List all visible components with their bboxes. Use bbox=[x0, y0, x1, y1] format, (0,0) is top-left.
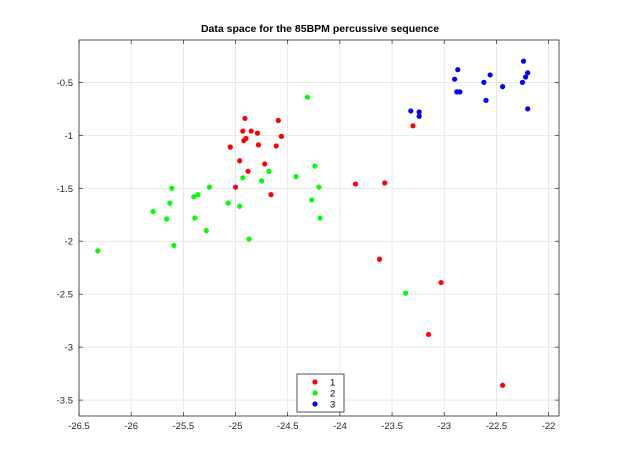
data-point-series-1 bbox=[500, 382, 506, 388]
data-point-series-2 bbox=[317, 215, 323, 221]
x-tick-label: -25.5 bbox=[173, 421, 195, 432]
data-point-series-1 bbox=[241, 138, 247, 144]
data-point-series-1 bbox=[425, 331, 432, 338]
data-point-series-2 bbox=[150, 208, 156, 215]
data-point-series-2 bbox=[169, 185, 175, 191]
data-point-series-3 bbox=[457, 89, 463, 95]
data-point-series-2 bbox=[191, 194, 197, 200]
data-point-series-1 bbox=[237, 158, 243, 164]
data-point-series-2 bbox=[192, 215, 198, 221]
data-point-series-1 bbox=[382, 180, 388, 186]
data-point-series-1 bbox=[248, 128, 254, 134]
data-point-series-1 bbox=[254, 130, 261, 136]
data-point-series-2 bbox=[164, 216, 170, 222]
y-tick-label: -2.5 bbox=[57, 290, 73, 301]
data-point-series-1 bbox=[227, 144, 233, 150]
series-3 bbox=[408, 58, 531, 119]
data-point-series-3 bbox=[452, 76, 458, 82]
data-point-series-2 bbox=[403, 290, 409, 296]
x-tick-label: -25 bbox=[229, 421, 243, 432]
data-point-series-2 bbox=[316, 184, 322, 190]
legend-marker-2 bbox=[312, 390, 318, 396]
y-tick-label: -2 bbox=[65, 237, 73, 248]
x-tick-label: -23.5 bbox=[381, 421, 403, 432]
data-points bbox=[95, 58, 531, 388]
data-point-series-2 bbox=[304, 94, 311, 100]
data-point-series-1 bbox=[262, 161, 268, 167]
y-tick-label: -3 bbox=[65, 343, 73, 354]
data-point-series-2 bbox=[225, 200, 231, 206]
data-point-series-3 bbox=[408, 108, 414, 114]
data-point-series-1 bbox=[273, 143, 279, 149]
y-tick-label: -1.5 bbox=[57, 184, 73, 195]
series-2 bbox=[95, 94, 409, 296]
legend-label-3: 3 bbox=[330, 400, 335, 411]
data-point-series-1 bbox=[242, 115, 248, 121]
data-point-series-3 bbox=[520, 58, 527, 64]
y-tick-label: -0.5 bbox=[57, 78, 73, 89]
series-1 bbox=[227, 115, 506, 388]
y-tick-label: -3.5 bbox=[57, 396, 73, 407]
data-point-series-3 bbox=[523, 74, 529, 80]
data-point-series-1 bbox=[438, 279, 444, 286]
data-point-series-3 bbox=[525, 106, 531, 112]
x-tick-label: -22 bbox=[542, 421, 556, 432]
data-point-series-2 bbox=[293, 174, 299, 180]
data-point-series-2 bbox=[312, 163, 318, 169]
data-point-series-1 bbox=[278, 133, 285, 139]
data-point-series-2 bbox=[266, 168, 272, 174]
data-point-series-2 bbox=[309, 197, 315, 203]
data-point-series-1 bbox=[352, 181, 359, 187]
data-point-series-1 bbox=[275, 117, 281, 124]
data-point-series-2 bbox=[195, 192, 201, 198]
legend-box bbox=[296, 373, 345, 413]
data-point-series-3 bbox=[481, 79, 487, 85]
axes-box bbox=[78, 39, 560, 417]
data-point-series-2 bbox=[203, 228, 209, 234]
data-point-series-1 bbox=[255, 142, 262, 148]
data-point-series-1 bbox=[268, 192, 274, 198]
data-point-series-1 bbox=[240, 128, 246, 134]
chart-title: Data space for the 85BPM percussive sequ… bbox=[201, 23, 439, 35]
data-point-series-2 bbox=[259, 178, 265, 184]
x-tick-label: -24 bbox=[333, 421, 347, 432]
data-point-series-3 bbox=[519, 79, 526, 85]
legend-label-2: 2 bbox=[330, 389, 335, 400]
x-tick-label: -22.5 bbox=[486, 421, 508, 432]
data-point-series-2 bbox=[171, 242, 177, 249]
data-point-series-2 bbox=[95, 248, 101, 254]
data-point-series-1 bbox=[245, 168, 251, 174]
data-point-series-2 bbox=[206, 184, 213, 190]
legend-marker-1 bbox=[312, 379, 318, 385]
x-tick-label: -23 bbox=[437, 421, 451, 432]
data-point-series-3 bbox=[416, 113, 422, 119]
data-point-series-3 bbox=[416, 109, 422, 115]
x-tick-label: -24.5 bbox=[277, 421, 299, 432]
data-point-series-1 bbox=[232, 184, 239, 190]
legend: 123 bbox=[296, 373, 345, 413]
data-point-series-2 bbox=[240, 175, 246, 181]
data-point-series-3 bbox=[483, 97, 489, 103]
data-point-series-1 bbox=[410, 123, 416, 129]
data-point-series-3 bbox=[455, 67, 461, 73]
data-point-series-2 bbox=[246, 236, 252, 242]
data-point-series-3 bbox=[487, 72, 493, 78]
axis-ticks: -26.5 -26 -25.5 -25 -24.5 -24 -23.5 -23 -22.5 -22… bbox=[57, 40, 559, 432]
x-tick-label: -26.5 bbox=[68, 421, 90, 432]
legend-label-1: 1 bbox=[330, 378, 335, 389]
data-point-series-2 bbox=[237, 203, 243, 209]
data-point-series-3 bbox=[500, 84, 506, 90]
data-point-series-3 bbox=[525, 70, 531, 76]
data-point-series-2 bbox=[167, 200, 173, 206]
data-point-series-1 bbox=[376, 256, 383, 262]
legend-marker-3 bbox=[312, 401, 318, 407]
x-tick-label: -26 bbox=[124, 421, 138, 432]
y-tick-label: -1 bbox=[65, 131, 73, 142]
